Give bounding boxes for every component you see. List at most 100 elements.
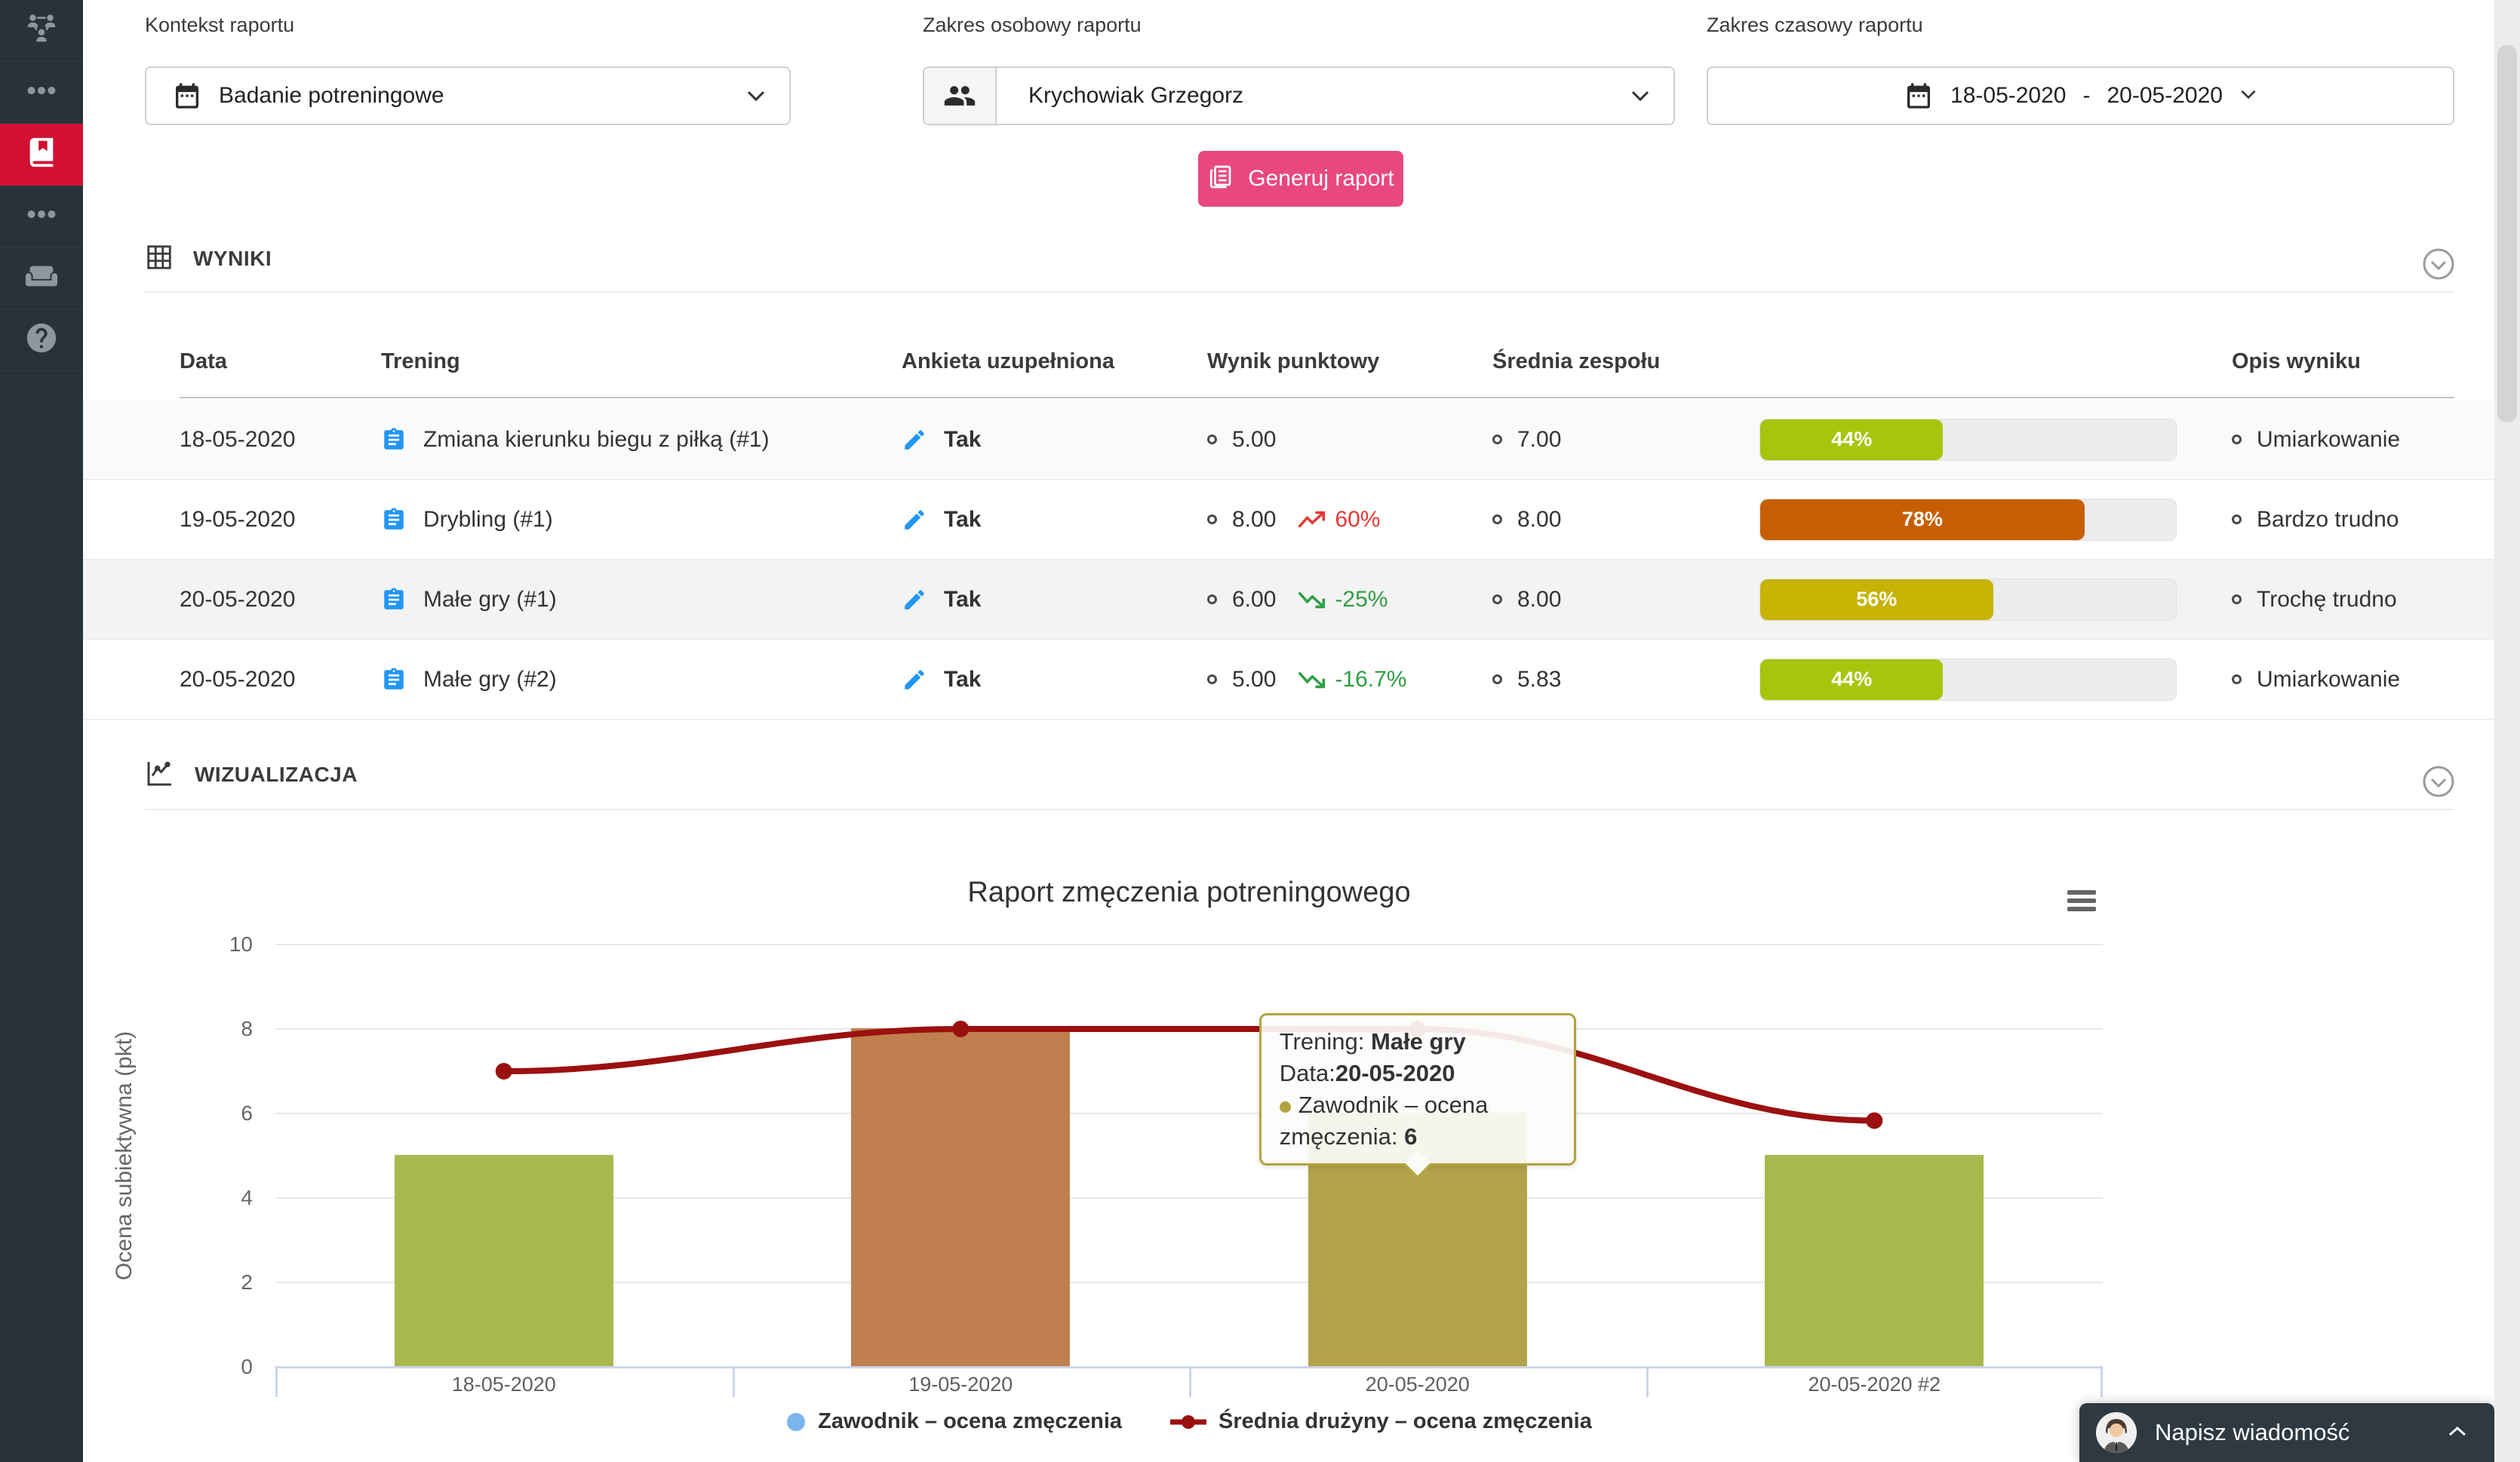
sidebar-item-book[interactable] (0, 124, 83, 186)
row-date: 20-05-2020 (180, 666, 296, 692)
pencil-icon (902, 507, 927, 533)
row-score: 6.00 -25% (1207, 587, 1492, 613)
collapse-visualization-icon[interactable] (2420, 763, 2457, 800)
row-survey[interactable]: Tak (902, 507, 1207, 533)
row-training-label: Drybling (#1) (423, 506, 553, 532)
col-header-opis: Opis wyniku (2232, 349, 2361, 373)
row-training-label: Małe gry (#2) (423, 666, 557, 692)
scrollbar-thumb[interactable] (2497, 45, 2517, 422)
fatigue-chart: Raport zmęczenia potreningowego Ocena su… (83, 845, 2494, 1462)
row-survey-label: Tak (944, 586, 982, 612)
row-team-avg: 8.00 (1492, 507, 1759, 533)
chevron-up-icon (2446, 1420, 2469, 1445)
trend-down-icon (1298, 671, 1326, 688)
bar-19-05-2020[interactable] (851, 1028, 1071, 1366)
progress-fill: 78% (1760, 499, 2085, 540)
chart-menu-icon[interactable] (2067, 890, 2097, 915)
bar-18-05-2020[interactable] (394, 1155, 613, 1366)
row-team-avg: 7.00 (1492, 427, 1759, 453)
row-team-avg-value: 7.00 (1517, 426, 1562, 452)
tooltip-line-training: Trening: Małe gry (1279, 1028, 1466, 1055)
sidebar-item-ellipsis[interactable] (0, 62, 83, 124)
collapse-results-icon[interactable] (2420, 246, 2457, 282)
row-team-avg-value: 8.00 (1517, 506, 1562, 532)
legend-item-srednia[interactable]: Średnia drużyny – ocena zmęczenia (1170, 1409, 1592, 1434)
col-header-ankieta: Ankieta uzupełniona (902, 349, 1114, 373)
row-training: Małe gry (#2) (381, 667, 902, 693)
row-desc-value: Trochę trudno (2257, 586, 2397, 612)
line-point[interactable] (952, 1021, 970, 1037)
bar-20-05-2020 #2[interactable] (1765, 1155, 1984, 1366)
line-point[interactable] (1866, 1112, 1883, 1129)
row-training-label: Małe gry (#1) (423, 586, 557, 612)
table-row: 20-05-2020 Małe gry (#1) Tak 6.00 -25% 8… (83, 560, 2494, 640)
row-score-value: 5.00 (1232, 426, 1277, 452)
clipboard-icon (381, 667, 407, 693)
pencil-icon (902, 427, 927, 453)
trend-value: -25% (1335, 586, 1388, 612)
legend-line-marker-icon (1170, 1414, 1207, 1429)
row-survey[interactable]: Tak (902, 667, 1207, 693)
legend-label: Średnia drużyny – ocena zmęczenia (1219, 1409, 1592, 1433)
date-separator: - (2082, 83, 2091, 108)
col-header-data: Data (180, 349, 227, 373)
row-team-avg: 8.00 (1492, 587, 1759, 613)
sidebar-item-team-network[interactable] (0, 0, 83, 62)
row-survey[interactable]: Tak (902, 587, 1207, 613)
ring-icon (1207, 594, 1217, 604)
generate-report-button[interactable]: Generuj raport (1198, 151, 1403, 207)
date-range-control[interactable]: 18-05-2020 - 20-05-2020 (1707, 66, 2454, 125)
ring-icon (2232, 435, 2242, 444)
legend-item-zawodnik[interactable]: Zawodnik – ocena zmęczenia (786, 1409, 1122, 1434)
gridline (275, 1197, 2103, 1199)
x-axis-tick (1646, 1368, 1649, 1397)
chat-widget-bar[interactable]: Napisz wiadomość (2079, 1403, 2494, 1462)
ring-icon (1207, 514, 1217, 524)
ring-icon (1207, 435, 1217, 444)
chevron-down-icon (1630, 89, 1651, 103)
sidebar-item-help[interactable] (0, 309, 83, 371)
person-select[interactable]: Krychowiak Grzegorz (923, 66, 1675, 125)
row-score-value: 8.00 (1232, 506, 1277, 532)
row-progress: 44% (1759, 418, 2232, 461)
context-select-value: Badanie potreningowe (219, 83, 444, 108)
legend-label: Zawodnik – ocena zmęczenia (818, 1409, 1123, 1433)
person-group-icon (924, 68, 997, 124)
progress-label: 44% (1831, 428, 1873, 450)
row-trend: -25% (1297, 587, 1388, 613)
sidebar (0, 0, 83, 1462)
visualization-section-header: WIZUALIZACJA (145, 756, 358, 794)
date-from: 18-05-2020 (1950, 83, 2067, 108)
tooltip-series-dot (1279, 1101, 1291, 1113)
report-icon (1207, 162, 1234, 195)
row-desc-value: Bardzo trudno (2257, 506, 2399, 532)
help-icon (24, 321, 59, 359)
trend-down-icon (1298, 591, 1326, 608)
ring-icon (1492, 674, 1502, 684)
row-desc: Umiarkowanie (2232, 667, 2454, 693)
line-point[interactable] (495, 1063, 512, 1080)
x-axis-tick (732, 1368, 735, 1397)
sidebar-item-ellipsis[interactable] (0, 186, 83, 247)
progress-fill: 44% (1760, 419, 1944, 460)
y-tick-label: 4 (241, 1186, 253, 1209)
progress-track: 78% (1759, 498, 2177, 541)
chart-legend: Zawodnik – ocena zmęczenia Średnia druży… (275, 1409, 2103, 1434)
clipboard-icon (381, 587, 407, 613)
row-trend: 60% (1297, 507, 1380, 533)
sidebar-item-armchair[interactable] (0, 247, 83, 309)
ring-icon (2232, 674, 2242, 684)
row-survey-label: Tak (944, 506, 982, 532)
x-axis-label: 20-05-2020 #2 (1808, 1373, 1941, 1396)
col-header-trening: Trening (381, 349, 460, 373)
person-filter-label: Zakres osobowy raportu (923, 14, 1142, 36)
armchair-icon (24, 259, 59, 297)
col-header-progress (1759, 374, 2232, 397)
date-to: 20-05-2020 (2107, 83, 2223, 108)
context-select[interactable]: Badanie potreningowe (145, 66, 791, 125)
visualization-section-title: WIZUALIZACJA (195, 763, 358, 786)
x-axis-label: 20-05-2020 (1365, 1373, 1470, 1396)
row-date: 20-05-2020 (180, 586, 296, 612)
row-survey[interactable]: Tak (902, 427, 1207, 453)
